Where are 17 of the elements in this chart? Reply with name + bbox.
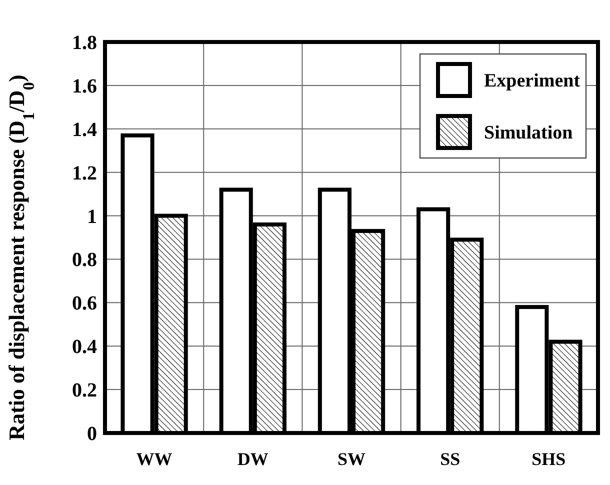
y-tick-label: 0.2 xyxy=(72,380,97,402)
y-tick-label: 1.4 xyxy=(72,118,97,141)
legend-label: Experiment xyxy=(484,70,581,92)
x-tick-label: SHS xyxy=(532,449,566,469)
y-tick-label: 0.4 xyxy=(72,336,97,358)
legend-label: Simulation xyxy=(484,122,574,144)
y-tick-label: 1.2 xyxy=(72,162,97,184)
y-tick-label: 0.6 xyxy=(72,292,97,315)
x-tick-label: SW xyxy=(337,449,366,469)
y-tick-label: 1 xyxy=(87,206,97,228)
y-tick-label: 0 xyxy=(87,423,97,445)
x-tick-label: DW xyxy=(237,449,268,469)
y-tick-label: 0.8 xyxy=(72,249,97,272)
y-tick-label: 1.6 xyxy=(72,75,97,98)
x-tick-label: WW xyxy=(136,449,172,469)
y-tick-label: 1.8 xyxy=(72,32,97,54)
x-tick-label: SS xyxy=(440,449,460,469)
